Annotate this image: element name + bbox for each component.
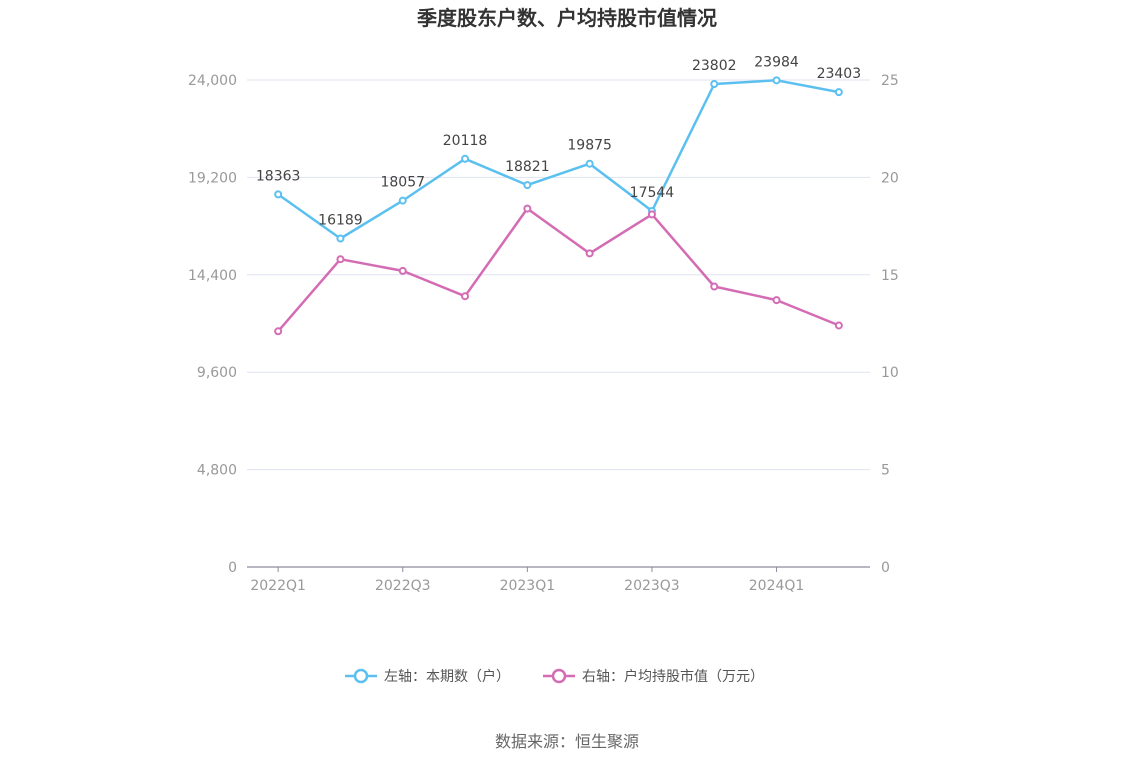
y-left-tick-label: 19,200 bbox=[188, 170, 237, 186]
series-1-point bbox=[585, 249, 594, 258]
data-label: 20118 bbox=[443, 133, 488, 149]
series-1-point bbox=[274, 327, 283, 336]
legend-swatch-marker bbox=[353, 668, 369, 684]
series-0-point bbox=[523, 181, 532, 190]
series-0-point bbox=[834, 88, 843, 97]
data-label: 17544 bbox=[630, 185, 675, 201]
legend-swatch-marker bbox=[551, 668, 567, 684]
data-label: 18057 bbox=[380, 175, 425, 191]
x-tick-label: 2023Q1 bbox=[500, 578, 556, 594]
legend-label-avg-value: 右轴：户均持股市值（万元） bbox=[582, 668, 764, 685]
series-1-point bbox=[398, 266, 407, 275]
series-0-point bbox=[398, 196, 407, 205]
series-1-point bbox=[834, 321, 843, 330]
series-1-point bbox=[523, 204, 532, 213]
legend-item-avg-value[interactable]: 右轴：户均持股市值（万元） bbox=[543, 668, 764, 685]
series-layer bbox=[274, 76, 843, 336]
y-left-tick-label: 4,800 bbox=[197, 463, 237, 479]
chart-title: 季度股东户数、户均持股市值情况 bbox=[416, 6, 717, 30]
x-tick-label: 2023Q3 bbox=[624, 578, 680, 594]
y-right-tick-label: 10 bbox=[881, 365, 899, 381]
series-0-point bbox=[710, 80, 719, 89]
y-left-tick-label: 24,000 bbox=[188, 73, 237, 89]
data-labels: 18363 16189 18057 20118 18821 19875 17544 23802… bbox=[256, 54, 861, 228]
grid bbox=[247, 79, 870, 471]
series-1-point bbox=[647, 210, 656, 219]
data-label: 16189 bbox=[318, 212, 363, 228]
data-label: 19875 bbox=[567, 138, 612, 154]
y-right-tick-label: 20 bbox=[881, 170, 899, 186]
x-tick-label: 2022Q1 bbox=[250, 578, 306, 594]
data-label: 23984 bbox=[754, 54, 799, 70]
data-source: 数据来源：恒生聚源 bbox=[495, 732, 639, 751]
x-tick-label: 2022Q3 bbox=[375, 578, 431, 594]
y-left-tick-label: 9,600 bbox=[197, 365, 237, 381]
y-left-tick-label: 0 bbox=[228, 560, 237, 576]
data-label: 23802 bbox=[692, 58, 737, 74]
y-right-tick-label: 15 bbox=[881, 268, 899, 284]
x-tick-label: 2024Q1 bbox=[749, 578, 805, 594]
y-right-tick-label: 25 bbox=[881, 73, 899, 89]
series-0-point bbox=[772, 76, 781, 85]
series-0-point bbox=[336, 234, 345, 243]
series-line-1 bbox=[277, 207, 840, 333]
series-1-point bbox=[710, 282, 719, 291]
y-right-tick-label: 0 bbox=[881, 560, 890, 576]
legend-item-households[interactable]: 左轴：本期数（户） bbox=[345, 668, 510, 685]
data-label: 18821 bbox=[505, 159, 550, 175]
series-1-point bbox=[772, 296, 781, 305]
series-1-point bbox=[336, 255, 345, 264]
series-1-point bbox=[461, 292, 470, 301]
axes: 0 0 4,800 5 9,600 10 14,400 15 19,200 20 24,000 25 2… bbox=[188, 73, 899, 594]
series-0-point bbox=[461, 154, 470, 163]
y-left-tick-label: 14,400 bbox=[188, 268, 237, 284]
data-label: 23403 bbox=[817, 66, 862, 82]
legend-label-households: 左轴：本期数（户） bbox=[384, 668, 510, 685]
data-label: 18363 bbox=[256, 168, 301, 184]
legend: 左轴：本期数（户） 右轴：户均持股市值（万元） bbox=[345, 668, 764, 685]
series-line-0 bbox=[277, 79, 840, 240]
series-0-point bbox=[585, 159, 594, 168]
y-right-tick-label: 5 bbox=[881, 463, 890, 479]
series-0-point bbox=[274, 190, 283, 199]
